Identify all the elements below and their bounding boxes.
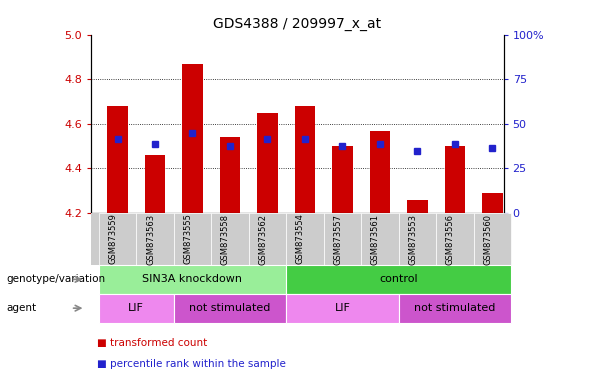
Bar [182,64,203,213]
Bar [445,146,465,213]
Text: GSM873554: GSM873554 [296,214,305,265]
Bar [294,106,315,213]
Text: GSM873558: GSM873558 [221,214,230,265]
Text: LIF: LIF [128,303,144,313]
Text: GSM873563: GSM873563 [146,214,155,265]
Bar [220,137,240,213]
Text: agent: agent [6,303,36,313]
Text: GSM873560: GSM873560 [484,214,492,265]
Bar [257,113,278,213]
Bar [482,193,502,213]
Text: LIF: LIF [335,303,350,313]
Text: GSM873555: GSM873555 [184,214,193,265]
Bar [332,146,353,213]
Text: SIN3A knockdown: SIN3A knockdown [143,274,243,285]
Bar [370,131,390,213]
Text: GSM873556: GSM873556 [446,214,455,265]
Text: control: control [379,274,418,285]
Text: ■ transformed count: ■ transformed count [97,338,207,348]
Text: not stimulated: not stimulated [189,303,271,313]
Text: ■ percentile rank within the sample: ■ percentile rank within the sample [97,359,286,369]
Bar [407,200,428,213]
Title: GDS4388 / 209997_x_at: GDS4388 / 209997_x_at [213,17,382,31]
Text: genotype/variation: genotype/variation [6,274,105,285]
Bar [107,106,128,213]
Text: GSM873561: GSM873561 [371,214,380,265]
Bar [145,155,166,213]
Text: GSM873553: GSM873553 [408,214,418,265]
Text: GSM873559: GSM873559 [108,214,118,265]
Text: not stimulated: not stimulated [414,303,495,313]
Text: GSM873557: GSM873557 [333,214,342,265]
Text: GSM873562: GSM873562 [259,214,267,265]
